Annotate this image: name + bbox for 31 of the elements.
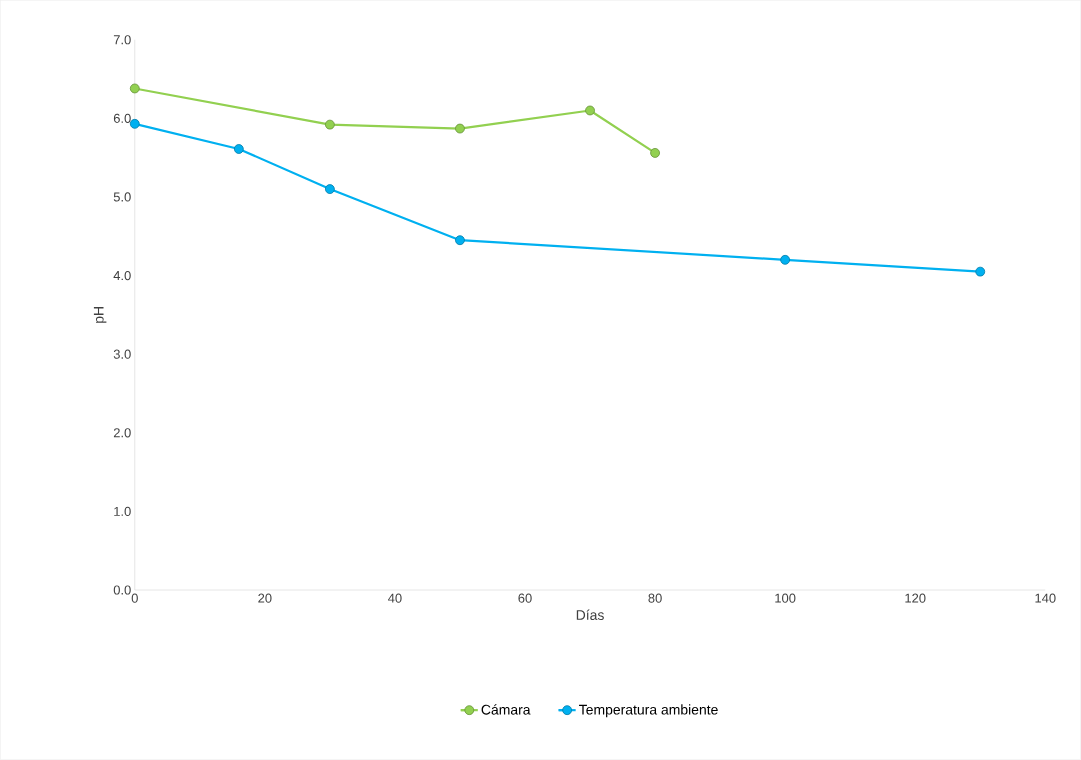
y-tick-label: 7.0: [113, 35, 131, 45]
point: [585, 105, 595, 116]
x-tick-label: 0: [131, 593, 138, 603]
point: [233, 144, 244, 154]
x-tick-label: 60: [518, 593, 532, 603]
point: [780, 255, 791, 265]
x-tick-label: 20: [258, 593, 272, 603]
x-tick-label: 100: [775, 593, 796, 603]
y-tick-label: 6.0: [113, 113, 131, 124]
y-tick-label: 5.0: [113, 192, 131, 202]
point: [975, 266, 986, 277]
point: [455, 123, 465, 134]
y-tick-label: 2.0: [113, 428, 131, 438]
point: [650, 148, 660, 158]
point: [129, 83, 140, 94]
point: [455, 235, 465, 246]
y-tick-label: 1.0: [114, 506, 131, 517]
x-axis-title: Días: [576, 609, 604, 621]
x-tick-label: 80: [648, 593, 662, 603]
point: [325, 119, 335, 130]
point: [325, 184, 335, 195]
x-tick-label: 120: [905, 593, 926, 603]
legend-label: Temperatura ambiente: [579, 704, 718, 718]
legend-label: Cámara: [481, 704, 531, 715]
point: [129, 119, 140, 129]
y-tick-label: 0.0: [113, 585, 131, 595]
x-tick-label: 40: [388, 593, 402, 603]
y-axis-title: pH: [93, 307, 107, 323]
y-tick-label: 4.0: [113, 271, 131, 281]
y-tick-label: 3.0: [113, 349, 131, 359]
x-tick-label: 140: [1035, 593, 1056, 603]
